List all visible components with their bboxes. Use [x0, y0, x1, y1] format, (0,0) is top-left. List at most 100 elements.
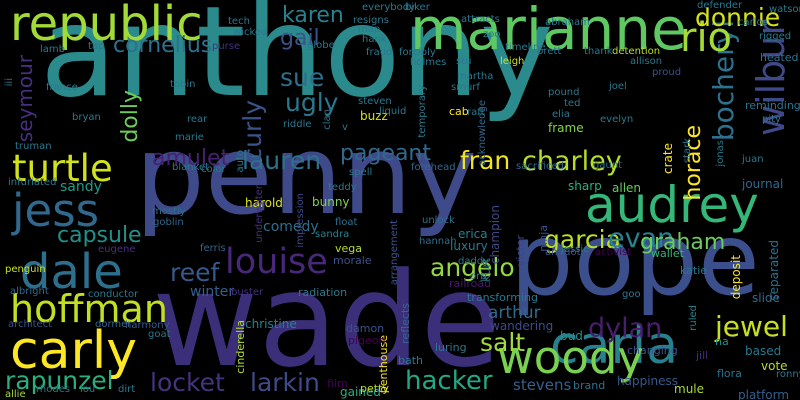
- cloud-word-larkin: larkin: [250, 368, 320, 397]
- cloud-word-arthur: arthur: [488, 303, 541, 323]
- cloud-word-pope: pope: [510, 201, 760, 318]
- cloud-word-mostly: mostly: [152, 206, 186, 217]
- cloud-word-vega: vega: [335, 242, 363, 255]
- cloud-word-lou: lou: [80, 384, 96, 395]
- cloud-word-penguin: penguin: [5, 264, 46, 275]
- cloud-word-wandering: wandering: [490, 319, 554, 333]
- cloud-word-bryan: bryan: [72, 112, 101, 123]
- cloud-word-mule: mule: [674, 382, 705, 396]
- cloud-word-reef: reef: [170, 258, 220, 287]
- cloud-word-activist: activist: [595, 247, 632, 258]
- cloud-word-wallet: wallet: [651, 247, 684, 260]
- cloud-word-sue: sue: [280, 63, 325, 92]
- cloud-word-martha: martha: [457, 71, 494, 82]
- cloud-word-tobin: tobin: [170, 79, 196, 90]
- cloud-word-raft: raft: [467, 107, 485, 118]
- cloud-word-forehead: forehead: [411, 162, 456, 173]
- cloud-word-garcia: garcia: [544, 225, 621, 254]
- cloud-word-smurf: smurf: [451, 82, 480, 93]
- cloud-word-erica: erica: [458, 227, 488, 241]
- cloud-word-winter: winter: [190, 284, 235, 300]
- cloud-word-louise: louise: [225, 242, 328, 282]
- cloud-word-juan: juan: [742, 154, 764, 165]
- cloud-word-reminding: reminding: [745, 99, 800, 112]
- cloud-word-ted: ted: [564, 98, 581, 109]
- cloud-word-daddy: daddy: [458, 256, 490, 267]
- cloud-word-underwater: underwater: [254, 185, 265, 243]
- cloud-word-tech: tech: [228, 16, 250, 27]
- cloud-word-temporary: temporary: [417, 85, 428, 138]
- cloud-word-deposit: deposit: [729, 255, 743, 300]
- cloud-word-marianne: marianne: [410, 0, 687, 63]
- cloud-word-graham: graham: [640, 230, 726, 255]
- cloud-word-globe: globe: [307, 40, 335, 51]
- cloud-word-penny: penny: [135, 111, 478, 239]
- cloud-word-dirt: dirt: [118, 384, 136, 395]
- cloud-word-tap: tap: [88, 41, 105, 52]
- cloud-word-anthony: anthony: [40, 0, 554, 125]
- cloud-word-allie: allie: [5, 389, 26, 400]
- cloud-word-truman: truman: [15, 141, 52, 152]
- cloud-word-republic: republic: [10, 0, 203, 52]
- cloud-word-lauren: lauren: [242, 146, 322, 175]
- cloud-word-buster: buster: [231, 287, 264, 298]
- cloud-word-locket: locket: [150, 368, 225, 397]
- cloud-word-brand: brand: [573, 379, 606, 392]
- cloud-word-impression: impression: [295, 193, 306, 248]
- cloud-word-jessie: jessie: [561, 244, 590, 255]
- cloud-word-auto: auto: [235, 150, 246, 173]
- cloud-word-vote: vote: [761, 359, 788, 373]
- cloud-word-film: film: [327, 377, 348, 390]
- cloud-word-harold: harold: [245, 196, 283, 210]
- cloud-word-seymour: seymour: [13, 55, 37, 143]
- cloud-word-jonas: jonas: [715, 140, 726, 167]
- cloud-word-crate: crate: [661, 143, 675, 174]
- cloud-word-infuriated: infuriated: [8, 177, 57, 188]
- cloud-word-spell: spell: [349, 167, 373, 178]
- cloud-word-goat: goat: [148, 329, 171, 340]
- cloud-word-unlock: unlock: [422, 215, 455, 226]
- cloud-word-transforming: transforming: [467, 291, 538, 304]
- cloud-word-antidote: antidote: [545, 247, 587, 258]
- cloud-word-blanket: blanket: [172, 162, 210, 173]
- cloud-word-attracts: attracts: [461, 14, 500, 25]
- cloud-word-stark: stark: [682, 138, 693, 164]
- cloud-word-orb: orb: [470, 271, 487, 282]
- cloud-word-rio: rio: [680, 15, 733, 61]
- cloud-word-jess: jess: [12, 184, 100, 237]
- cloud-word-brett: brett: [537, 46, 562, 57]
- cloud-word-donnie: donnie: [695, 3, 781, 32]
- cloud-word-sandy: sandy: [60, 179, 102, 195]
- cloud-word-amulet: amulet: [152, 146, 230, 171]
- cloud-word-cornelius: cornelius: [113, 33, 213, 58]
- cloud-word-leigh: leigh: [500, 56, 525, 67]
- cloud-word-goblin: goblin: [153, 217, 184, 228]
- cloud-word-hacker: hacker: [405, 366, 493, 396]
- cloud-word-wade: wade: [152, 244, 501, 396]
- cloud-word-marie: marie: [175, 132, 204, 143]
- cloud-word-clan: clan: [322, 109, 333, 130]
- cloud-word-allison: allison: [630, 56, 663, 67]
- cloud-word-katie: katie: [680, 264, 708, 277]
- cloud-word-everybody: everybody: [362, 2, 415, 13]
- cloud-word-joel: joel: [609, 81, 627, 92]
- cloud-word-hoffman: hoffman: [10, 287, 168, 331]
- cloud-word-sharp: sharp: [568, 179, 602, 193]
- cloud-word-luring: luring: [435, 341, 467, 354]
- cloud-word-champion: champion: [488, 205, 502, 265]
- cloud-word-fran: fran: [460, 146, 511, 175]
- cloud-word-riddle: riddle: [283, 119, 312, 130]
- cloud-word-hannah: hannah: [419, 236, 457, 247]
- cloud-word-arrangement: arrangement: [389, 220, 400, 286]
- cloud-word-lamb: lamb: [40, 44, 65, 55]
- cloud-word-resigns: resigns: [353, 15, 389, 26]
- cloud-word-map: map: [358, 24, 381, 35]
- cloud-word-ronny: ronny: [776, 369, 800, 380]
- cloud-word-buzz: buzz: [360, 109, 388, 123]
- cloud-word-carly: carly: [10, 321, 138, 381]
- cloud-word-platform: platform: [738, 388, 789, 400]
- cloud-word-wicked: wicked: [233, 27, 268, 38]
- cloud-word-salt: salt: [480, 328, 526, 357]
- cloud-word-ugly: ugly: [285, 88, 339, 117]
